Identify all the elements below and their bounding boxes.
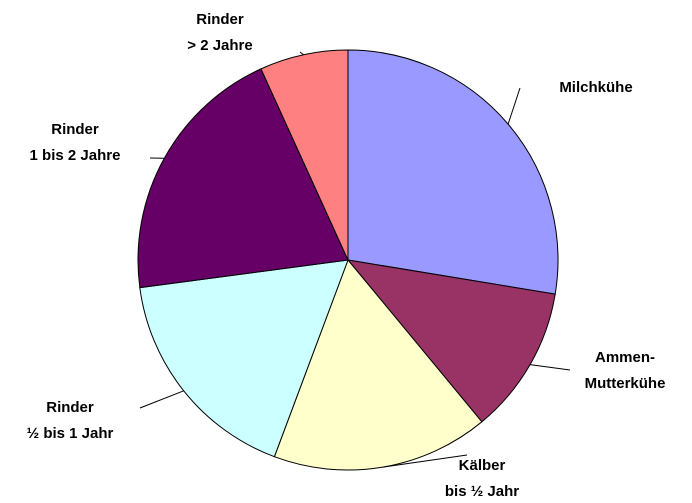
slice-label-line: 1 bis 2 Jahre	[30, 147, 121, 164]
slice-label: Milchkühe	[559, 79, 632, 96]
slice-label-line: ½ bis 1 Jahr	[27, 425, 114, 442]
slice-label-line: Rinder	[196, 11, 244, 28]
slice-label: Rinder ½ bis 1 Jahr	[27, 399, 114, 442]
slice-label-line: > 2 Jahre	[187, 37, 252, 54]
leader-line	[507, 87, 521, 125]
leader-line	[382, 454, 468, 468]
pie-slice	[347, 49, 559, 295]
slice-label-line: Rinder	[51, 121, 99, 138]
slice-label: Ammen- Mutterkühe	[585, 349, 666, 392]
slice-label: Rinder 1 bis 2 Jahre	[30, 121, 121, 164]
leader-line	[299, 51, 304, 56]
slice-label-line: Mutterkühe	[585, 375, 666, 392]
slice-label-line: bis ½ Jahr	[445, 483, 519, 500]
slice-label-line: Rinder	[46, 399, 94, 416]
pie-slice	[139, 259, 349, 458]
slice-label: Kälber bis ½ Jahr	[445, 457, 519, 500]
slice-label: Rinder > 2 Jahre	[187, 11, 252, 54]
leader-line	[530, 364, 571, 371]
pie-slice	[273, 259, 483, 471]
leader-line	[139, 390, 184, 409]
pie-slice	[137, 68, 349, 289]
slice-label-line: Ammen-	[595, 349, 655, 366]
pie-slice	[346, 259, 556, 423]
slice-label-line: Milchkühe	[559, 79, 632, 96]
slice-label-line: Kälber	[459, 457, 506, 474]
